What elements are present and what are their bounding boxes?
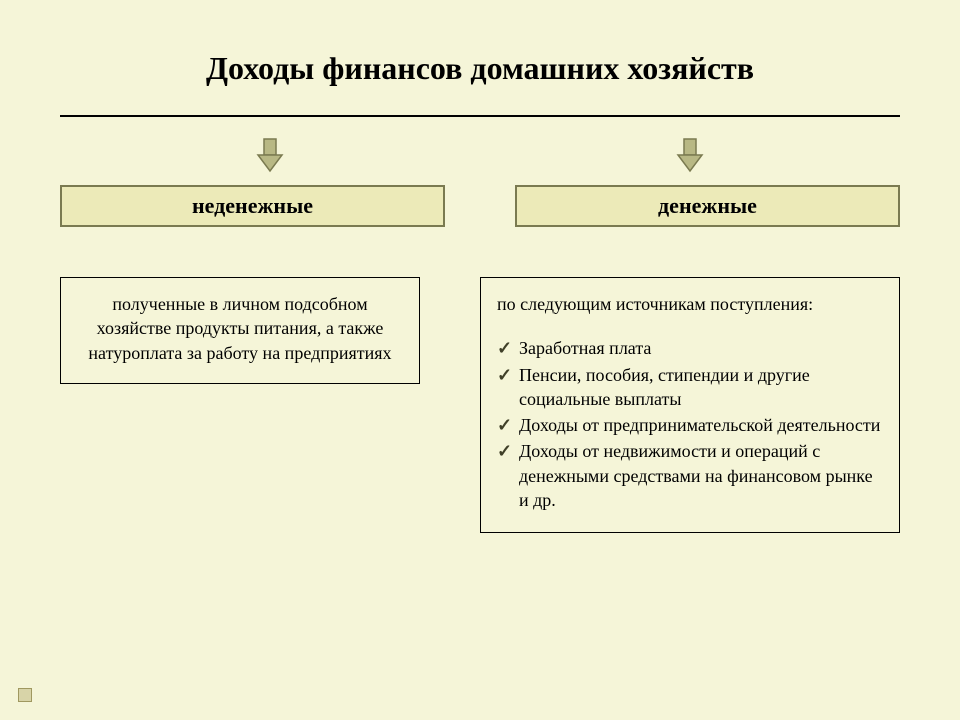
arrow-right-wrap: [480, 135, 900, 175]
list-item: Доходы от предпринимательской деятельнос…: [497, 413, 883, 437]
monetary-list: Заработная плата Пенсии, пособия, стипен…: [497, 336, 883, 512]
list-item: Заработная плата: [497, 336, 883, 360]
page-title: Доходы финансов домашних хозяйств: [60, 50, 900, 87]
arrows-row: [60, 135, 900, 175]
category-row: неденежные денежные: [60, 185, 900, 227]
footer-marker-icon: [18, 688, 32, 702]
down-arrow-icon: [670, 135, 710, 175]
description-non-monetary: полученные в личном подсобном хозяйстве …: [60, 277, 420, 384]
descriptions-row: полученные в личном подсобном хозяйстве …: [60, 277, 900, 533]
slide-container: Доходы финансов домашних хозяйств недене…: [0, 0, 960, 720]
list-item: Доходы от недвижимости и операций с дене…: [497, 439, 883, 512]
monetary-heading: по следующим источникам поступления:: [497, 292, 883, 316]
list-item: Пенсии, пособия, стипендии и другие соци…: [497, 363, 883, 412]
category-non-monetary: неденежные: [60, 185, 445, 227]
category-monetary: денежные: [515, 185, 900, 227]
divider-line: [60, 115, 900, 117]
description-monetary: по следующим источникам поступления: Зар…: [480, 277, 900, 533]
arrow-left-wrap: [60, 135, 480, 175]
down-arrow-icon: [250, 135, 290, 175]
